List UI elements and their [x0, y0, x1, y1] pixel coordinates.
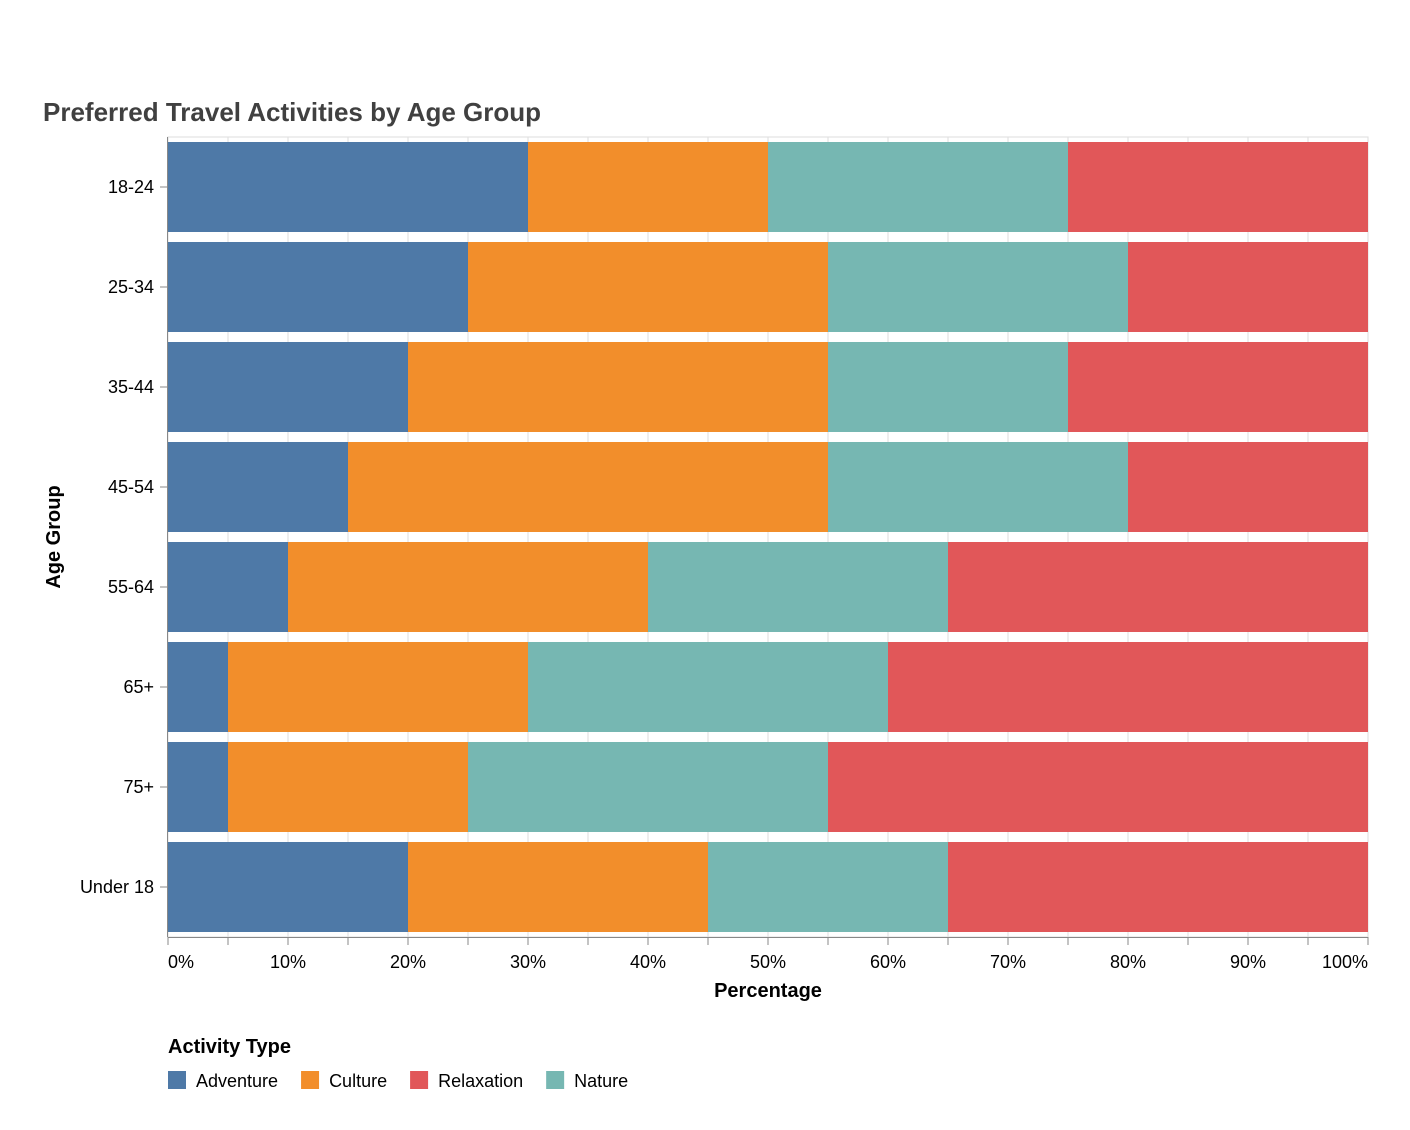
x-tick-label: 0%	[168, 952, 194, 972]
y-tick-label: 65+	[123, 677, 154, 697]
x-tick-label: 40%	[630, 952, 666, 972]
bar-nature-under18	[708, 842, 948, 932]
legend-label: Culture	[329, 1071, 387, 1091]
bar-culture-65	[228, 642, 528, 732]
x-tick-label: 50%	[750, 952, 786, 972]
bar-adventure-75	[168, 742, 228, 832]
bar-relaxation-5564	[948, 542, 1368, 632]
bar-nature-75	[468, 742, 828, 832]
legend-label: Relaxation	[438, 1071, 523, 1091]
legend-swatch	[546, 1071, 565, 1089]
x-tick-label: 90%	[1230, 952, 1266, 972]
legend-label: Nature	[574, 1071, 628, 1091]
bar-culture-3544	[408, 342, 828, 432]
x-axis-title: Percentage	[714, 980, 822, 1002]
y-tick-label: 18-24	[108, 177, 154, 197]
bar-adventure-4554	[168, 442, 348, 532]
y-tick-label: 55-64	[108, 577, 154, 597]
bar-culture-under18	[408, 842, 708, 932]
bar-relaxation-4554	[1128, 442, 1368, 532]
legend-swatch	[168, 1071, 186, 1089]
legend-item-adventure: Adventure	[168, 1071, 278, 1091]
y-tick-label: 75+	[123, 777, 154, 797]
legend-label: Adventure	[196, 1071, 278, 1091]
x-tick-label: 70%	[990, 952, 1026, 972]
legend: Activity Type Adventure Culture Relaxation…	[168, 1036, 628, 1091]
legend-item-nature: Nature	[546, 1071, 628, 1091]
bars	[168, 142, 1368, 932]
legend-title: Activity Type	[168, 1036, 291, 1058]
bar-culture-2534	[468, 242, 828, 332]
bar-adventure-5564	[168, 542, 288, 632]
bar-adventure-under18	[168, 842, 408, 932]
bar-relaxation-2534	[1128, 242, 1368, 332]
bar-nature-4554	[828, 442, 1128, 532]
bar-adventure-3544	[168, 342, 408, 432]
bar-adventure-65	[168, 642, 228, 732]
x-tick-label: 30%	[510, 952, 546, 972]
x-axis: 0% 10% 20% 30% 40% 50% 60% 70% 80% 90% 100%	[167, 937, 1369, 972]
y-tick-label: 45-54	[108, 477, 154, 497]
y-tick-label: 25-34	[108, 277, 154, 297]
bar-nature-2534	[828, 242, 1128, 332]
legend-item-culture: Culture	[301, 1071, 387, 1091]
bar-nature-65	[528, 642, 888, 732]
bar-relaxation-3544	[1068, 342, 1368, 432]
x-tick-label: 80%	[1110, 952, 1146, 972]
legend-swatch	[410, 1071, 429, 1089]
legend-items: Adventure Culture Relaxation Nature	[168, 1071, 628, 1091]
bar-nature-5564	[648, 542, 948, 632]
bar-relaxation-1824	[1068, 142, 1368, 232]
bar-adventure-1824	[168, 142, 528, 232]
chart-title: Preferred Travel Activities by Age Group	[43, 97, 541, 127]
bar-relaxation-75	[828, 742, 1368, 832]
bar-adventure-2534	[168, 242, 468, 332]
bar-culture-4554	[348, 442, 828, 532]
y-tick-label: Under 18	[80, 877, 154, 897]
x-tick-label: 20%	[390, 952, 426, 972]
y-axis-title: Age Group	[43, 485, 65, 588]
bar-culture-1824	[528, 142, 768, 232]
legend-swatch	[301, 1071, 320, 1089]
x-tick-label: 60%	[870, 952, 906, 972]
bar-relaxation-under18	[948, 842, 1368, 932]
bar-relaxation-65	[888, 642, 1368, 732]
bar-culture-5564	[288, 542, 648, 632]
y-axis: 18-24 25-34 35-44 45-54 55-64 65+ 75+ Under 18	[80, 137, 168, 937]
x-tick-label: 10%	[270, 952, 306, 972]
legend-item-relaxation: Relaxation	[410, 1071, 523, 1091]
bar-culture-75	[228, 742, 468, 832]
bar-nature-3544	[828, 342, 1068, 432]
x-tick-label: 100%	[1322, 952, 1368, 972]
y-tick-label: 35-44	[108, 377, 154, 397]
bar-nature-1824	[768, 142, 1068, 232]
